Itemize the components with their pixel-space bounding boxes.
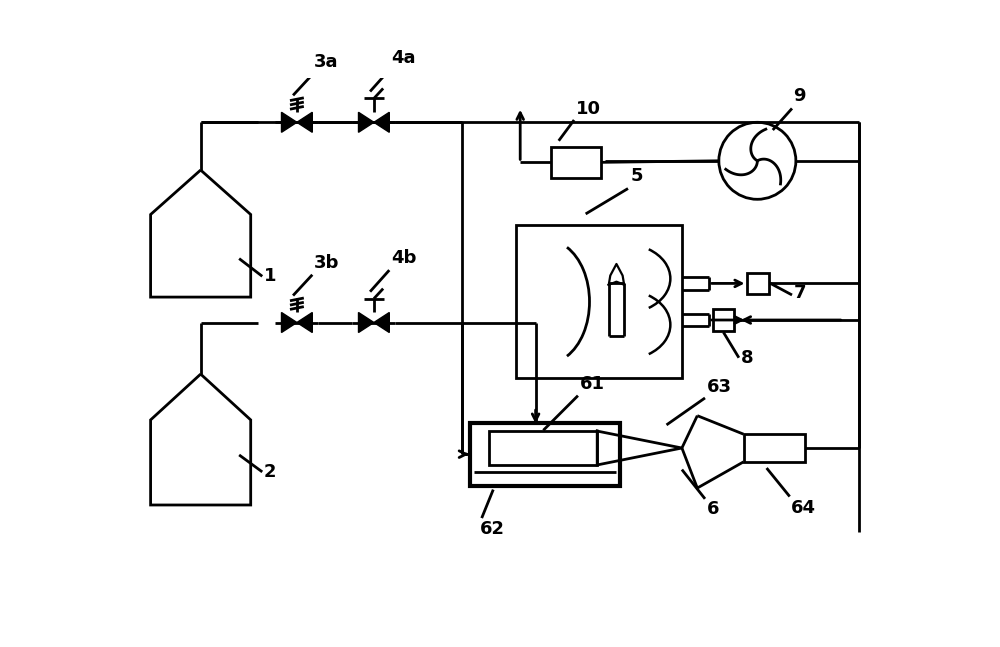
Text: 2: 2	[264, 463, 276, 481]
Text: 64: 64	[791, 499, 816, 517]
Text: 62: 62	[479, 520, 504, 538]
Polygon shape	[358, 313, 374, 333]
Polygon shape	[297, 313, 312, 333]
Text: 3b: 3b	[314, 254, 339, 272]
Polygon shape	[282, 113, 297, 132]
Bar	[744, 434, 805, 462]
Text: 9: 9	[794, 87, 806, 105]
Text: 8: 8	[740, 349, 753, 367]
Bar	[747, 272, 769, 294]
Polygon shape	[374, 113, 389, 132]
Polygon shape	[358, 113, 374, 132]
Bar	[489, 431, 597, 465]
Polygon shape	[282, 313, 297, 333]
Bar	[551, 147, 601, 178]
Bar	[516, 226, 682, 378]
Text: 61: 61	[579, 375, 604, 393]
Bar	[713, 309, 734, 331]
Polygon shape	[374, 313, 389, 333]
Polygon shape	[297, 113, 312, 132]
Text: 5: 5	[630, 168, 643, 186]
Text: 10: 10	[576, 100, 601, 118]
Text: 6: 6	[707, 500, 719, 518]
Text: 4b: 4b	[391, 249, 416, 267]
Text: 7: 7	[794, 283, 806, 302]
Text: 1: 1	[264, 267, 276, 285]
Text: 4a: 4a	[391, 49, 415, 67]
Bar	[470, 422, 620, 486]
Text: 3a: 3a	[314, 54, 338, 71]
Text: 63: 63	[707, 378, 732, 396]
